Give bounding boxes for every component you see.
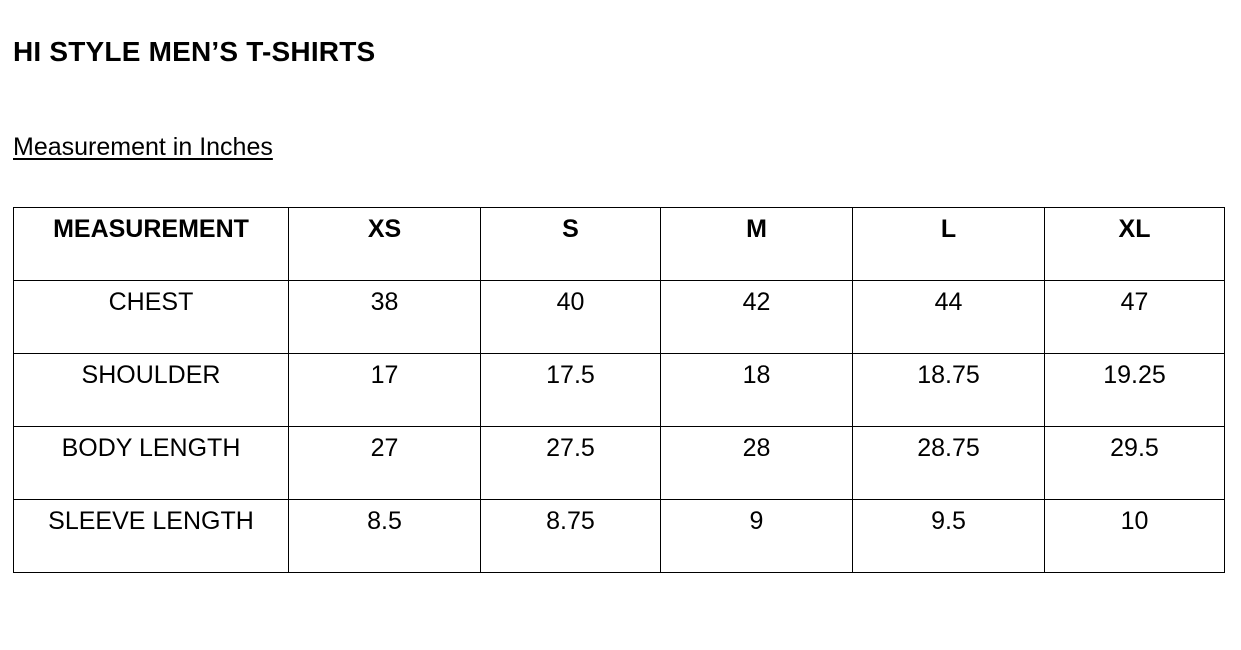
column-header: XS (288, 207, 481, 281)
row-label: SLEEVE LENGTH (48, 507, 254, 535)
cell-value: 9.5 (931, 507, 966, 535)
row-label-cell: BODY LENGTH (13, 426, 289, 500)
page-title: HI STYLE MEN’S T-SHIRTS (13, 36, 376, 67)
value-cell: 8.5 (288, 499, 481, 573)
column-header-label: M (746, 215, 767, 243)
cell-value: 18 (742, 361, 771, 389)
cell-value: 27 (370, 434, 399, 462)
value-cell: 28 (660, 426, 853, 500)
subtitle: Measurement in Inches (13, 133, 273, 161)
cell-value: 19.25 (1103, 361, 1166, 389)
value-cell: 38 (288, 280, 481, 354)
cell-value: 8.5 (367, 507, 402, 535)
cell-value: 44 (934, 288, 963, 316)
value-cell: 17.5 (480, 353, 661, 427)
row-label: CHEST (108, 288, 194, 316)
table-row: CHEST 38 40 42 44 47 (13, 280, 1225, 354)
cell-value: 28 (742, 434, 771, 462)
value-cell: 18 (660, 353, 853, 427)
table-header-row: MEASUREMENT XS S M L XL (13, 207, 1225, 281)
column-header: MEASUREMENT (13, 207, 289, 281)
value-cell: 29.5 (1044, 426, 1225, 500)
cell-value: 38 (370, 288, 399, 316)
cell-value: 28.75 (917, 434, 980, 462)
cell-value: 8.75 (546, 507, 595, 535)
cell-value: 17.5 (546, 361, 595, 389)
column-header-label: S (562, 215, 579, 243)
value-cell: 27 (288, 426, 481, 500)
column-header: M (660, 207, 853, 281)
table-row: SLEEVE LENGTH 8.5 8.75 9 9.5 10 (13, 499, 1225, 573)
table-row: SHOULDER 17 17.5 18 18.75 19.25 (13, 353, 1225, 427)
cell-value: 40 (556, 288, 585, 316)
row-label: BODY LENGTH (61, 434, 241, 462)
cell-value: 29.5 (1110, 434, 1159, 462)
column-header-label: XL (1118, 215, 1151, 243)
cell-value: 17 (370, 361, 399, 389)
value-cell: 9 (660, 499, 853, 573)
size-chart-table: MEASUREMENT XS S M L XL CHEST 38 40 42 44 47 SHOULD… (13, 207, 1225, 573)
value-cell: 27.5 (480, 426, 661, 500)
table-row: BODY LENGTH 27 27.5 28 28.75 29.5 (13, 426, 1225, 500)
column-header-label: MEASUREMENT (53, 215, 249, 243)
cell-value: 10 (1120, 507, 1149, 535)
row-label: SHOULDER (81, 361, 221, 389)
value-cell: 8.75 (480, 499, 661, 573)
cell-value: 18.75 (917, 361, 980, 389)
value-cell: 47 (1044, 280, 1225, 354)
column-header-label: L (940, 215, 957, 243)
row-label-cell: SLEEVE LENGTH (13, 499, 289, 573)
cell-value: 42 (742, 288, 771, 316)
value-cell: 17 (288, 353, 481, 427)
column-header: XL (1044, 207, 1225, 281)
column-header: S (480, 207, 661, 281)
value-cell: 18.75 (852, 353, 1045, 427)
row-label-cell: CHEST (13, 280, 289, 354)
cell-value: 9 (749, 507, 764, 535)
column-header-label: XS (367, 215, 402, 243)
value-cell: 19.25 (1044, 353, 1225, 427)
value-cell: 42 (660, 280, 853, 354)
value-cell: 9.5 (852, 499, 1045, 573)
cell-value: 27.5 (546, 434, 595, 462)
row-label-cell: SHOULDER (13, 353, 289, 427)
value-cell: 40 (480, 280, 661, 354)
column-header: L (852, 207, 1045, 281)
value-cell: 10 (1044, 499, 1225, 573)
value-cell: 44 (852, 280, 1045, 354)
cell-value: 47 (1120, 288, 1149, 316)
value-cell: 28.75 (852, 426, 1045, 500)
